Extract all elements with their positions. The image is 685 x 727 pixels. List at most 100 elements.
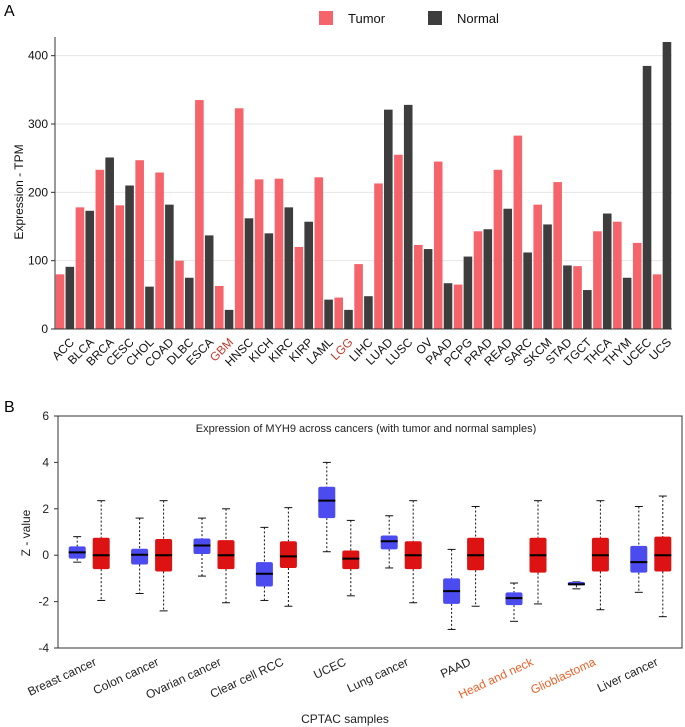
bar-tumor-chol: [135, 160, 144, 329]
bar-normal-sarc: [523, 252, 532, 329]
bar-tumor-kich: [255, 179, 264, 329]
bar-normal-thca: [603, 214, 612, 329]
b-x-tick-label-paad: PAAD: [438, 655, 473, 681]
b-y-tick-label--4: -4: [38, 641, 49, 655]
b-y-tick-label-0: 0: [42, 548, 49, 562]
legend-tumor-swatch: [319, 11, 333, 25]
bar-normal-skcm: [543, 224, 552, 329]
panel-a-y-axis-label: Expression - TPM: [12, 144, 26, 239]
panel-a-legend: Tumor Normal: [319, 11, 499, 26]
bar-tumor-ov: [414, 245, 423, 329]
panel-a-gridlines: [55, 56, 672, 261]
bar-normal-paad: [444, 283, 453, 329]
y-tick-label-300: 300: [28, 117, 48, 131]
panel-b-label: B: [4, 399, 15, 416]
y-tick-label-400: 400: [28, 49, 48, 63]
bar-normal-ucec: [643, 66, 652, 329]
b-y-tick-label-4: 4: [42, 455, 49, 469]
b-y-tick-label-6: 6: [42, 409, 49, 423]
bar-tumor-acc: [56, 274, 65, 329]
bar-tumor-tgct: [573, 266, 582, 329]
panel-a-label: A: [4, 3, 15, 20]
bar-tumor-luad: [374, 183, 383, 329]
box-normal-lung-cancer-iqr: [381, 535, 398, 549]
bar-tumor-cesc: [115, 205, 124, 329]
b-x-tick-label-ucec: UCEC: [311, 655, 348, 682]
box-tumor-clear-cell-rcc-iqr: [280, 541, 297, 568]
bar-normal-blca: [85, 211, 94, 329]
bar-normal-read: [503, 209, 512, 329]
bar-normal-gbm: [225, 310, 234, 329]
bar-tumor-ucs: [653, 274, 662, 329]
bar-tumor-thca: [593, 231, 602, 329]
panel-b-box-plot: B Expression of MYH9 across cancers (wit…: [0, 385, 685, 727]
bar-tumor-skcm: [533, 205, 542, 329]
bar-tumor-stad: [553, 182, 562, 329]
b-x-tick-label-lung-cancer: Lung cancer: [345, 655, 411, 696]
bar-tumor-kirp: [295, 247, 304, 329]
legend-normal-swatch: [428, 11, 442, 25]
bar-tumor-thym: [613, 222, 622, 329]
b-x-tick-label-liver-cancer: Liver cancer: [595, 655, 660, 695]
panel-b-x-axis-label: CPTAC samples: [301, 712, 389, 726]
bar-normal-esca: [205, 235, 214, 329]
bar-normal-dlbc: [185, 278, 194, 329]
bar-tumor-esca: [195, 100, 204, 329]
panel-b-boxes: [69, 462, 672, 629]
bar-normal-laml: [324, 300, 333, 329]
y-tick-label-100: 100: [28, 254, 48, 268]
bar-tumor-lusc: [394, 155, 403, 329]
box-tumor-paad-iqr: [467, 538, 484, 570]
bar-tumor-brca: [96, 170, 105, 329]
bar-normal-luad: [384, 110, 393, 329]
bar-tumor-lgg: [334, 298, 343, 329]
bar-tumor-laml: [314, 177, 323, 329]
bar-tumor-dlbc: [175, 261, 184, 329]
bar-tumor-sarc: [514, 136, 523, 329]
bar-tumor-prad: [474, 231, 483, 329]
bar-normal-coad: [165, 205, 174, 329]
legend-normal-label: Normal: [457, 11, 499, 26]
bar-tumor-lihc: [354, 264, 363, 329]
box-tumor-breast-cancer-iqr: [93, 538, 110, 569]
bar-tumor-paad: [434, 162, 443, 329]
figure: A 0 100 200 300 400 ACC BLCA BRCA CESC CHOL COAD DL…: [0, 0, 685, 727]
bar-tumor-blca: [76, 207, 85, 329]
b-y-tick-label-2: 2: [42, 502, 49, 516]
bar-tumor-hnsc: [235, 108, 244, 329]
b-x-tick-label-breast-cancer: Breast cancer: [25, 655, 98, 699]
bar-normal-acc: [66, 267, 75, 329]
box-normal-colon-cancer-iqr: [131, 549, 148, 565]
bar-normal-pcpg: [464, 257, 473, 329]
box-normal-liver-cancer-iqr: [630, 546, 647, 573]
bar-normal-kich: [265, 233, 274, 329]
bar-normal-kirc: [284, 207, 293, 329]
bar-normal-kirp: [304, 222, 313, 329]
x-tick-label-ucs: UCS: [646, 335, 674, 363]
bar-normal-prad: [484, 229, 493, 329]
bar-normal-lihc: [364, 296, 373, 329]
box-tumor-liver-cancer-iqr: [654, 537, 671, 572]
bar-tumor-gbm: [215, 286, 224, 329]
bar-tumor-read: [494, 170, 503, 329]
bar-normal-stad: [563, 265, 572, 329]
y-tick-label-200: 200: [28, 185, 48, 199]
bar-tumor-pcpg: [454, 285, 463, 329]
box-normal-ucec-iqr: [318, 487, 335, 518]
panel-b-title: Expression of MYH9 across cancers (with …: [196, 423, 537, 435]
bar-normal-thym: [623, 278, 632, 329]
b-y-tick-label--2: -2: [38, 595, 49, 609]
panel-a-bar-chart: A 0100200300400ACCBLCABRCACESCCHOLCOADDL…: [0, 0, 685, 385]
panel-b-y-axis-label: Z - value: [19, 509, 33, 556]
y-tick-label-0: 0: [41, 322, 48, 336]
bar-normal-ov: [424, 249, 433, 329]
bar-tumor-coad: [155, 173, 164, 329]
bar-normal-brca: [105, 157, 114, 329]
bar-normal-lgg: [344, 310, 353, 329]
legend-tumor-label: Tumor: [348, 11, 386, 26]
bar-normal-chol: [145, 287, 154, 329]
b-x-tick-label-glioblastoma: Glioblastoma: [528, 655, 598, 697]
panel-a-bars: [56, 42, 671, 329]
panel-b-frame: [58, 416, 682, 648]
bar-tumor-ucec: [633, 243, 642, 329]
